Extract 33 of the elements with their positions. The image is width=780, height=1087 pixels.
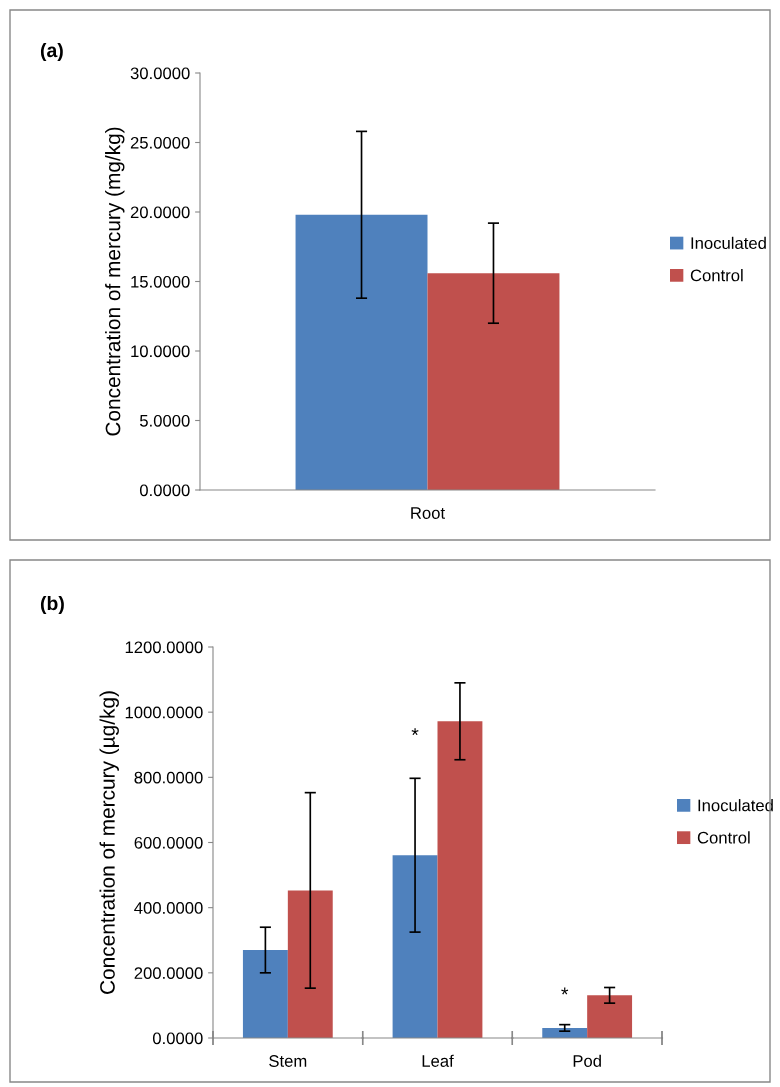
y-tick-label: 600.0000 (134, 836, 203, 849)
y-tick-label: 200.0000 (134, 967, 203, 980)
y-axis-title: Concentration of mercury (mg/kg) (105, 127, 125, 436)
bar (392, 855, 438, 1038)
bar (437, 721, 483, 1038)
legend-label: Control (690, 269, 743, 282)
y-tick-label: 0.0000 (152, 1032, 203, 1045)
y-tick-label: 15.0000 (131, 275, 190, 288)
bar (287, 890, 333, 1038)
y-tick-label: 30.0000 (130, 67, 190, 80)
x-tick-label: Stem (269, 1055, 307, 1067)
chart-title: (a) (40, 42, 63, 62)
annotation: * (411, 728, 419, 736)
y-tick-label: 10.0000 (131, 345, 190, 358)
y-tick-label: 1000.0000 (125, 706, 203, 719)
text: (b) (40, 595, 64, 615)
legend-label: Inoculated (691, 236, 766, 250)
legend-label: Inoculated (698, 799, 773, 812)
x-tick-label: Root (411, 507, 445, 519)
bar (587, 995, 633, 1038)
legend-label: Control (697, 831, 750, 844)
y-tick-label: 0.0000 (139, 484, 190, 497)
y-tick-label: 25.0000 (130, 136, 190, 149)
y-tick-label: 800.0000 (134, 771, 203, 784)
x-tick-label: Leaf (422, 1054, 454, 1067)
y-tick-label: 1200.0000 (125, 641, 203, 654)
y-tick-label: 400.0000 (134, 902, 203, 914)
annotation: * (561, 987, 569, 995)
y-tick-label: 20.0000 (130, 206, 190, 219)
x-tick-label: Pod (573, 1054, 601, 1067)
y-axis-title: Concentration of mercury (µg/kg) (99, 691, 119, 994)
y-tick-label: 5.0000 (139, 414, 190, 427)
bar (242, 950, 288, 1038)
